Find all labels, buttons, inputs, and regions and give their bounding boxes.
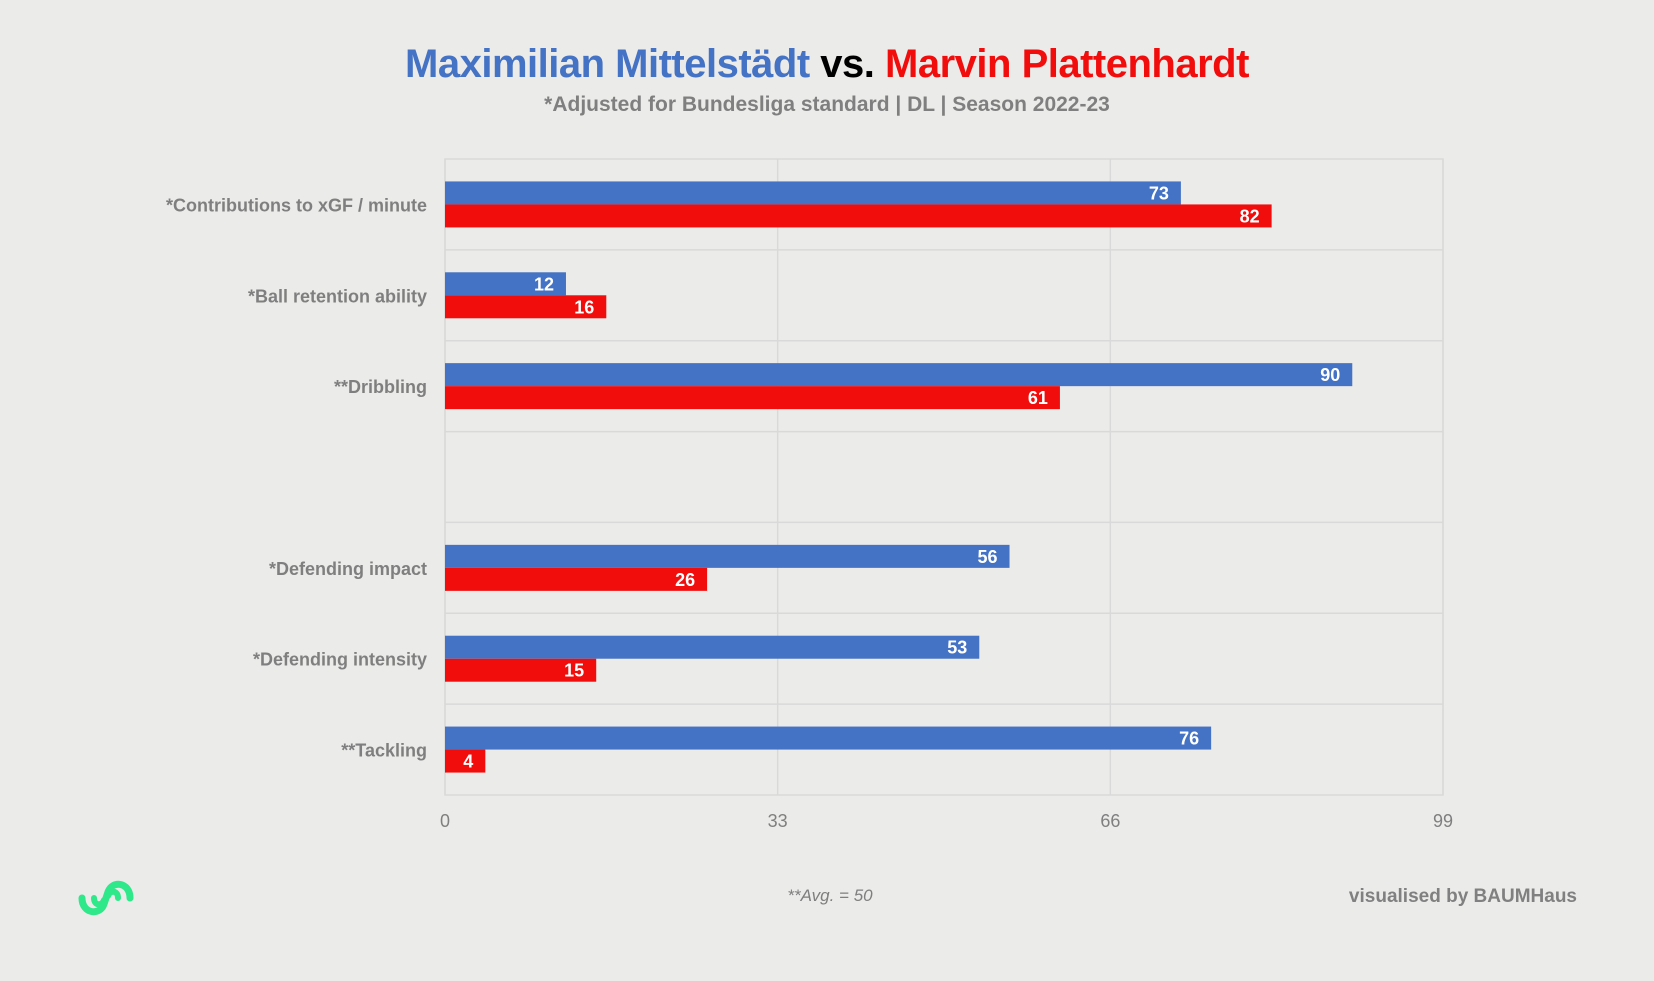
bar-player-b: [445, 749, 486, 773]
x-tick-label: 99: [1433, 811, 1453, 831]
data-label: 90: [1320, 365, 1340, 385]
category-label: *Defending impact: [269, 559, 427, 579]
data-label: 76: [1179, 729, 1199, 749]
data-label: 26: [675, 570, 695, 590]
data-label: 4: [463, 752, 473, 772]
bar-player-b: [445, 386, 1060, 410]
data-label: 73: [1149, 183, 1169, 203]
bar-player-a: [445, 726, 1212, 750]
versus-label: vs.: [820, 42, 875, 86]
x-tick-label: 0: [440, 811, 450, 831]
average-footnote: **Avg. = 50: [787, 886, 873, 905]
data-label: 61: [1028, 388, 1048, 408]
category-label: *Ball retention ability: [248, 286, 427, 306]
data-label: 15: [564, 661, 584, 681]
bar-player-b: [445, 295, 607, 319]
bar-player-a: [445, 272, 566, 296]
bar-player-b: [445, 658, 597, 682]
data-label: 53: [947, 638, 967, 658]
baumhaus-logo-icon: [78, 880, 134, 916]
bar-player-b: [445, 567, 708, 591]
bar-player-a: [445, 363, 1353, 387]
chart-subtitle: *Adjusted for Bundesliga standard | DL |…: [544, 93, 1110, 116]
bar-player-b: [445, 204, 1272, 228]
player-b-name: Marvin Plattenhardt: [885, 42, 1249, 86]
data-label: 56: [977, 547, 997, 567]
player-a-name: Maximilian Mittelstädt: [405, 42, 810, 86]
category-label: *Contributions to xGF / minute: [166, 195, 427, 215]
bar-player-a: [445, 181, 1181, 205]
data-label: 82: [1240, 206, 1260, 226]
plot-frame: [444, 158, 1444, 796]
x-tick-label: 66: [1100, 811, 1120, 831]
data-label: 12: [534, 274, 554, 294]
data-label: 16: [574, 297, 594, 317]
chart-title: Maximilian Mittelstädt vs. Marvin Platte…: [0, 42, 1654, 87]
x-tick-label: 33: [768, 811, 788, 831]
bar-player-a: [445, 635, 980, 659]
category-label: *Defending intensity: [253, 650, 427, 670]
bar-player-a: [445, 544, 1010, 568]
category-label: **Dribbling: [334, 377, 427, 397]
credit-text: visualised by BAUMHaus: [1348, 886, 1577, 907]
category-label: **Tackling: [341, 741, 427, 761]
